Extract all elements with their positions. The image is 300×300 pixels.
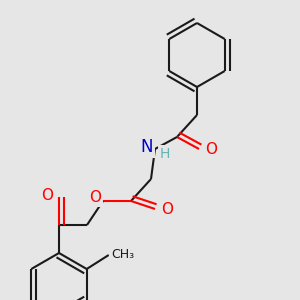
Text: CH₃: CH₃ <box>111 248 134 262</box>
Text: H: H <box>160 147 170 161</box>
Text: O: O <box>205 142 217 157</box>
Text: O: O <box>41 188 53 202</box>
Text: N: N <box>141 138 153 156</box>
Text: O: O <box>89 190 101 205</box>
Text: O: O <box>161 202 173 217</box>
